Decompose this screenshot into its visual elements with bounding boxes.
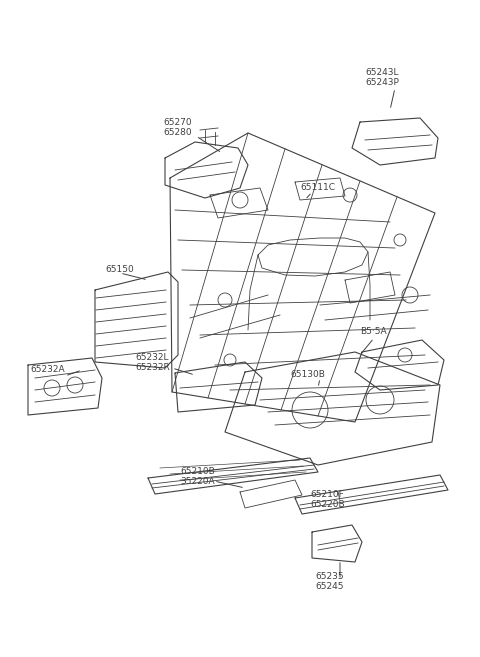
Text: 65111C: 65111C	[300, 183, 335, 192]
Text: 65235
65245: 65235 65245	[315, 572, 344, 591]
Text: 65243L
65243P: 65243L 65243P	[365, 68, 399, 87]
Text: B5·5A: B5·5A	[360, 327, 386, 336]
Text: 65150: 65150	[105, 265, 134, 274]
Text: 65232A: 65232A	[30, 365, 65, 374]
Text: 65130B: 65130B	[290, 370, 325, 379]
Text: 65210B
35220A: 65210B 35220A	[180, 467, 215, 486]
Text: 65270
65280: 65270 65280	[164, 118, 192, 137]
Text: 65210F
65220B: 65210F 65220B	[310, 490, 345, 509]
Text: 65232L
65232R: 65232L 65232R	[135, 353, 170, 373]
